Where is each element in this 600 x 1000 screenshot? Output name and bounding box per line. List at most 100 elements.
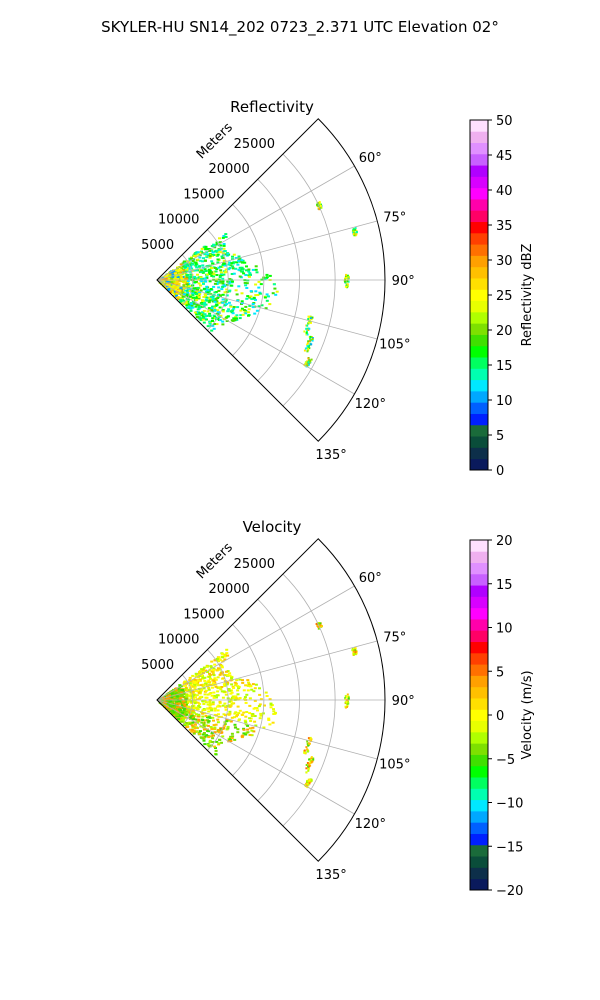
data-gate — [160, 281, 164, 284]
data-gate — [245, 265, 248, 268]
colorbar-tick-label: 10 — [496, 394, 513, 409]
colorbar-segment — [470, 607, 488, 620]
data-gate — [243, 696, 247, 699]
data-gate — [223, 271, 227, 274]
data-gate — [345, 706, 348, 708]
data-gate — [224, 714, 227, 717]
data-gate — [307, 357, 310, 360]
data-gate — [255, 309, 259, 312]
data-gate — [211, 251, 215, 254]
data-gate — [214, 753, 218, 756]
data-gate — [221, 280, 225, 283]
data-gate — [200, 250, 203, 253]
data-gate — [227, 713, 231, 716]
data-gate — [316, 203, 319, 206]
data-gate — [246, 295, 250, 298]
data-gate — [257, 286, 261, 289]
data-gate — [188, 257, 192, 260]
data-gate — [310, 761, 313, 764]
data-gate — [252, 690, 256, 693]
data-gate — [196, 721, 200, 724]
data-gate — [190, 729, 194, 731]
data-gate — [235, 293, 239, 296]
data-gate — [210, 272, 214, 275]
data-gate — [214, 747, 217, 749]
data-gate — [306, 345, 309, 348]
data-gate — [212, 678, 216, 681]
data-gate — [353, 233, 356, 236]
data-gate — [307, 768, 310, 770]
data-gate — [257, 305, 261, 308]
data-gate — [308, 319, 311, 322]
data-gate — [305, 771, 308, 774]
data-gate — [218, 319, 222, 322]
data-gate — [202, 732, 206, 734]
data-gate — [305, 327, 308, 330]
data-gate — [171, 287, 175, 289]
data-gate — [208, 312, 212, 315]
data-gate — [203, 268, 207, 271]
data-gate — [352, 233, 355, 235]
data-gate — [178, 684, 182, 687]
data-gate — [198, 259, 202, 262]
data-gate — [202, 296, 206, 298]
data-gate — [218, 700, 222, 703]
data-gate — [191, 263, 195, 266]
data-gate — [174, 715, 178, 718]
data-gate — [168, 275, 172, 277]
data-gate — [353, 229, 356, 231]
data-gate — [172, 704, 176, 707]
data-gate — [176, 706, 180, 709]
data-gate — [196, 286, 200, 289]
data-gate — [237, 698, 241, 701]
data-gate — [190, 716, 194, 719]
data-gate — [309, 338, 312, 341]
data-gate — [196, 715, 200, 718]
data-gate — [224, 233, 228, 236]
data-gate — [211, 295, 215, 298]
colorbar-tick-label: 40 — [496, 184, 513, 199]
data-gate — [248, 734, 252, 736]
data-gate — [269, 703, 273, 706]
panel-title: Reflectivity — [230, 98, 314, 116]
data-gate — [189, 693, 193, 696]
data-gate — [215, 283, 219, 285]
data-gate — [234, 696, 238, 699]
data-gate — [234, 257, 238, 259]
data-gate — [195, 708, 199, 711]
data-gate — [244, 733, 248, 736]
angular-gridline — [156, 699, 378, 760]
colorbar-segment — [470, 799, 488, 812]
data-gate — [234, 695, 238, 698]
angular-tick-label: 60° — [359, 571, 382, 586]
data-gate — [238, 317, 242, 320]
data-gate — [222, 683, 226, 686]
data-gate — [188, 267, 192, 270]
data-gate — [195, 694, 199, 697]
data-gate — [310, 738, 313, 741]
radial-tick-label: 25000 — [234, 557, 275, 572]
data-gate — [253, 312, 257, 315]
angular-tick-label: 60° — [359, 151, 382, 166]
data-gate — [201, 305, 204, 308]
data-gate — [307, 321, 310, 324]
data-gate — [195, 706, 199, 709]
data-gate — [211, 317, 215, 320]
data-gate — [234, 726, 238, 729]
data-gate — [240, 292, 244, 295]
data-gate — [191, 306, 195, 309]
data-gate — [203, 313, 207, 316]
data-gate — [201, 709, 205, 712]
data-gate — [212, 724, 216, 727]
data-gate — [306, 780, 309, 783]
data-gate — [239, 314, 243, 317]
data-gate — [346, 285, 349, 288]
data-gate — [225, 718, 229, 721]
data-gate — [178, 697, 182, 700]
data-gate — [201, 700, 205, 703]
data-gate — [200, 303, 204, 305]
colorbar-segment — [470, 822, 488, 834]
data-gate — [219, 265, 223, 268]
data-gate — [259, 714, 263, 717]
data-gate — [196, 251, 200, 254]
